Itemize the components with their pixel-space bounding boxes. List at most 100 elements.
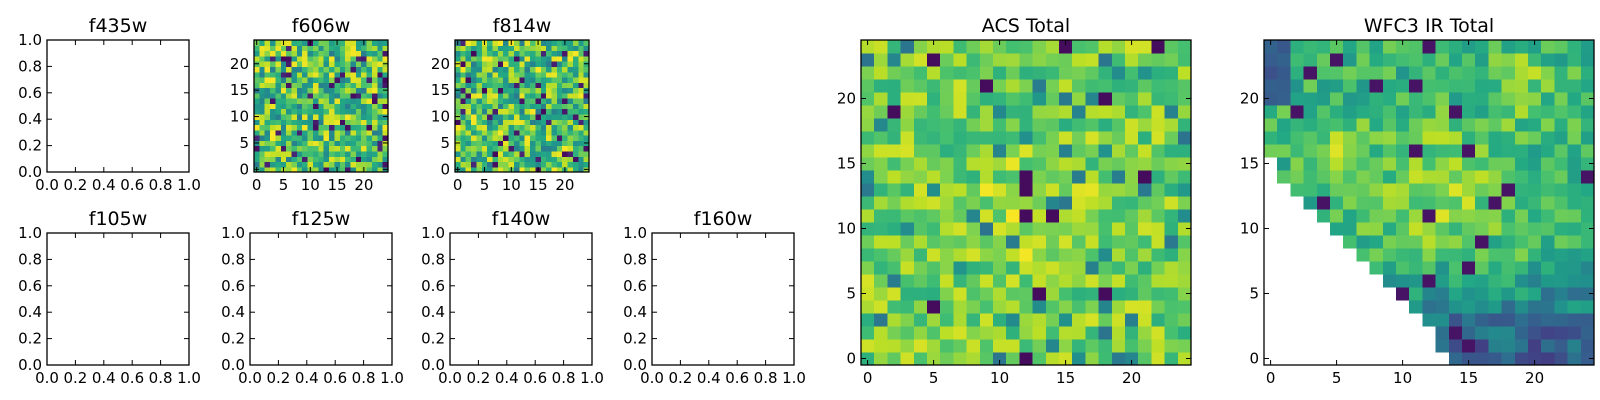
heatmap-cell xyxy=(927,326,941,340)
heatmap-cell xyxy=(1475,235,1489,249)
heatmap-cell xyxy=(465,145,472,152)
heatmap-cell xyxy=(1164,235,1179,249)
heatmap-cell xyxy=(382,150,389,157)
heatmap-cell xyxy=(540,156,547,163)
heatmap-cell xyxy=(1138,131,1152,145)
heatmap-cell xyxy=(329,119,335,126)
heatmap-cell xyxy=(296,166,303,173)
heatmap-cell xyxy=(524,145,531,152)
heatmap-cell xyxy=(1356,235,1371,249)
heatmap-cell xyxy=(291,103,298,110)
heatmap-cell xyxy=(1382,196,1397,210)
heatmap-cell xyxy=(1462,274,1476,288)
heatmap-cell xyxy=(259,140,266,147)
heatmap-cell xyxy=(361,66,368,73)
heatmap-cell xyxy=(540,129,547,136)
heatmap-cell xyxy=(887,235,902,249)
heatmap-cell xyxy=(497,166,504,173)
heatmap-cell xyxy=(296,66,303,73)
heatmap-cell xyxy=(1072,79,1086,93)
heatmap-cell xyxy=(455,50,461,57)
heatmap-cell xyxy=(503,50,510,57)
heatmap-cell xyxy=(1409,209,1423,223)
heatmap-cell xyxy=(355,40,362,46)
heatmap-cell xyxy=(323,150,330,157)
heatmap-cell xyxy=(497,150,504,157)
heatmap-cell xyxy=(286,55,293,62)
heatmap-cell xyxy=(546,108,553,115)
x-tick-label: 0.6 xyxy=(120,176,144,194)
heatmap-cell xyxy=(264,145,271,152)
heatmap-cell xyxy=(329,92,335,99)
heatmap-cell xyxy=(355,140,362,147)
heatmap-cell xyxy=(1356,157,1371,171)
heatmap-cell xyxy=(530,66,536,73)
heatmap-cell xyxy=(1396,209,1410,223)
heatmap-cell xyxy=(1554,40,1569,54)
heatmap-cell xyxy=(551,156,558,163)
heatmap-cell xyxy=(355,71,362,78)
heatmap-cell xyxy=(524,92,531,99)
heatmap-cell xyxy=(1462,261,1476,275)
heatmap-cell xyxy=(1369,131,1384,145)
heatmap-cell xyxy=(296,145,303,152)
heatmap-cell xyxy=(546,98,553,104)
heatmap-cell xyxy=(551,71,558,78)
heatmap-cell xyxy=(455,98,461,104)
heatmap-cell xyxy=(551,40,558,46)
heatmap-cell xyxy=(280,103,287,110)
heatmap-cell xyxy=(350,98,357,104)
heatmap-cell xyxy=(927,352,941,366)
heatmap-cell xyxy=(979,92,994,106)
heatmap-cell xyxy=(993,287,1007,301)
heatmap-cell xyxy=(1098,196,1113,210)
heatmap-cell xyxy=(1059,222,1073,236)
heatmap-cell xyxy=(535,98,542,104)
heatmap-cell xyxy=(1422,66,1437,80)
heatmap-cell xyxy=(355,82,362,89)
heatmap-cell xyxy=(1369,118,1384,132)
heatmap-cell xyxy=(259,55,266,62)
heatmap-cell xyxy=(513,71,520,78)
heatmap-cell xyxy=(1382,53,1397,67)
heatmap-cell xyxy=(546,103,553,110)
heatmap-cell xyxy=(1501,313,1516,327)
heatmap-cell xyxy=(377,92,384,99)
heatmap-cell xyxy=(524,140,531,147)
heatmap-cell xyxy=(966,144,981,158)
heatmap-cell xyxy=(1177,170,1192,184)
panel-title: f160w xyxy=(694,208,753,230)
heatmap-cell xyxy=(302,92,309,99)
heatmap-cell xyxy=(1369,79,1384,93)
heatmap-cell xyxy=(1343,105,1357,119)
heatmap-cell xyxy=(546,45,553,52)
heatmap-cell xyxy=(307,140,314,147)
heatmap-cell xyxy=(259,161,266,168)
heatmap-cell xyxy=(861,131,875,145)
heatmap-cell xyxy=(345,113,352,120)
heatmap-cell xyxy=(355,76,362,83)
x-tick-label: 15 xyxy=(328,176,347,194)
heatmap-cell xyxy=(503,92,510,99)
heatmap-cell xyxy=(296,140,303,147)
heatmap-cell xyxy=(318,92,325,99)
heatmap-cell xyxy=(913,118,928,132)
y-tick-label: 10 xyxy=(431,108,450,126)
heatmap-cell xyxy=(913,352,928,366)
heatmap-cell xyxy=(318,129,325,136)
heatmap-cell xyxy=(460,166,467,173)
heatmap-cell xyxy=(291,92,298,99)
heatmap-cell xyxy=(259,92,266,99)
heatmap-cell xyxy=(471,166,478,173)
heatmap-cell xyxy=(291,50,298,57)
heatmap-cell xyxy=(1514,300,1529,314)
heatmap-cell xyxy=(259,76,266,83)
heatmap-cell xyxy=(339,156,346,163)
heatmap-cell xyxy=(1369,53,1384,67)
x-tick-label: 5 xyxy=(279,176,289,194)
heatmap-cell xyxy=(1125,313,1139,327)
heatmap-cell xyxy=(1356,222,1371,236)
heatmap-cell xyxy=(513,119,520,126)
heatmap-cell xyxy=(953,274,968,288)
